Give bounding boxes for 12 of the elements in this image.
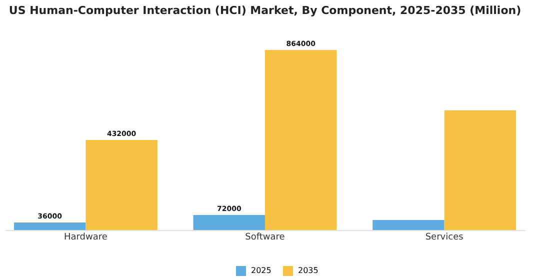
- bar: [372, 220, 444, 230]
- x-tick-label: Software: [245, 232, 286, 242]
- legend-label: 2035: [298, 266, 318, 275]
- legend-label: 2025: [251, 266, 272, 275]
- bar: [14, 222, 86, 230]
- bar: [265, 50, 337, 230]
- x-tick-label: Services: [425, 232, 464, 242]
- bar: [86, 140, 158, 230]
- x-tick-label: Hardware: [64, 232, 108, 242]
- bar: [444, 110, 516, 230]
- chart-title: US Human-Computer Interaction (HCI) Market, By Component, 2025-2035 (Million): [8, 4, 522, 17]
- bar: [193, 215, 265, 230]
